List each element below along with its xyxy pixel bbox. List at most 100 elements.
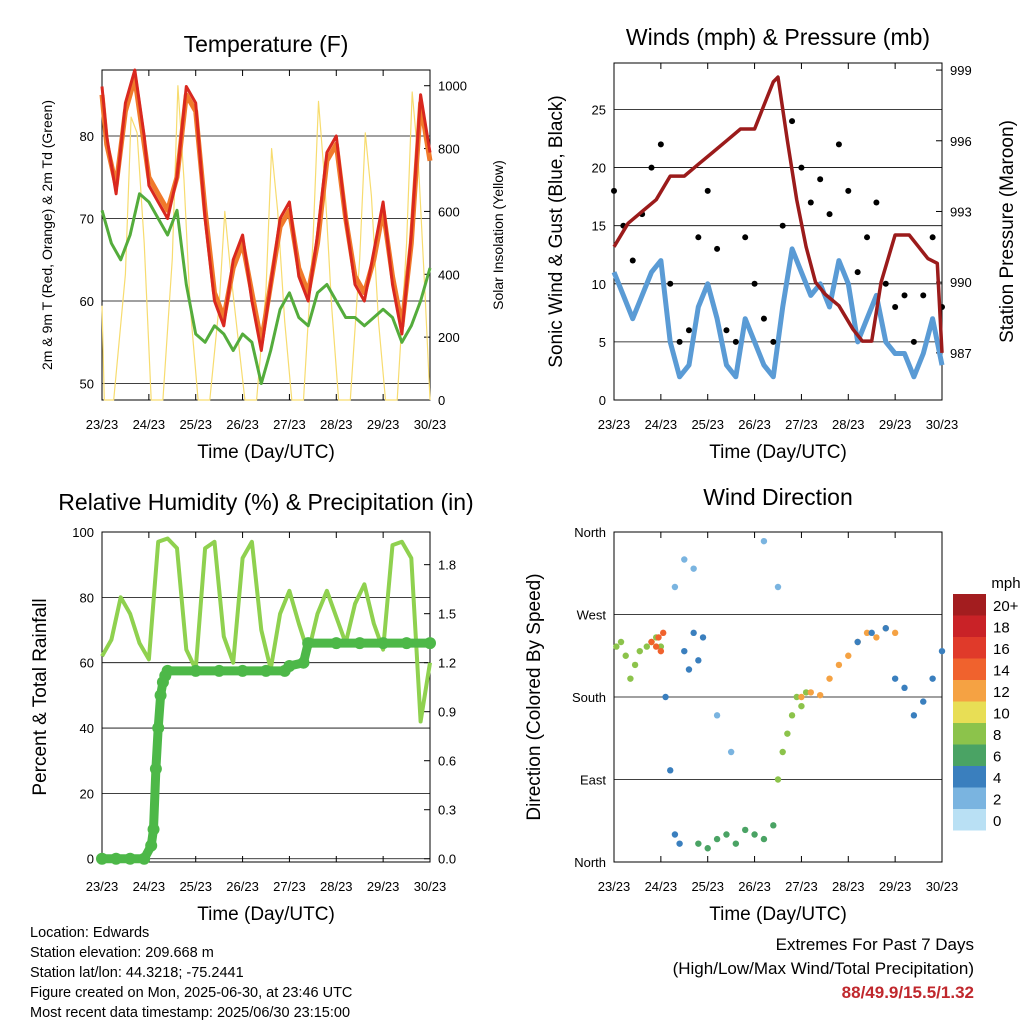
gust-point: [892, 304, 899, 311]
direction-point: [798, 693, 805, 701]
legend-label: 6: [993, 749, 1001, 766]
precipitation-point: [110, 852, 123, 865]
gust-point: [667, 280, 674, 287]
gust-point: [723, 327, 730, 334]
direction-point: [676, 840, 683, 847]
y-tick-label: 80: [80, 129, 94, 144]
location-text: Location: Edwards: [30, 925, 150, 941]
legend-label: 0: [993, 813, 1001, 830]
gust-point: [854, 269, 861, 276]
y2-tick-label: 0.9: [438, 705, 456, 720]
gust-point: [695, 234, 702, 241]
x-tick-label: 30/23: [414, 879, 447, 894]
precipitation-point: [152, 722, 165, 735]
x-tick-label: 23/23: [86, 879, 119, 894]
y-tick-label: 20: [592, 161, 606, 176]
chart-title: Temperature (F): [184, 31, 349, 57]
y-tick-label: 40: [80, 721, 94, 736]
gust-point: [657, 141, 664, 148]
y-tick-label: South: [572, 690, 606, 705]
gust-point: [742, 234, 749, 241]
gust-point: [901, 292, 908, 299]
x-tick-label: 29/23: [879, 879, 912, 894]
direction-point: [671, 583, 679, 591]
gust-point: [845, 187, 852, 194]
y-tick-label: West: [577, 608, 607, 623]
direction-point: [671, 831, 679, 838]
direction-point: [891, 675, 899, 682]
temp-2m-line: [100, 68, 432, 352]
x-tick-label: 25/23: [691, 417, 724, 432]
precipitation-point: [377, 637, 390, 650]
precipitation-point: [400, 637, 413, 650]
x-tick-label: 26/23: [226, 417, 259, 432]
precipitation-point: [189, 664, 202, 677]
dewpoint-line: [100, 192, 432, 385]
legend-label: 12: [993, 684, 1010, 701]
precipitation-point: [353, 637, 366, 650]
station-info: Location: Edwards Station elevation: 209…: [30, 923, 352, 1023]
precipitation-point: [330, 637, 343, 650]
y-tick-label: 20: [80, 786, 94, 801]
direction-point: [788, 712, 796, 719]
y-tick-label: 70: [80, 212, 94, 227]
gust-point: [920, 292, 927, 299]
legend-swatch: [953, 766, 986, 788]
y2-tick-label: 1000: [438, 79, 467, 94]
y-tick-label: North: [574, 855, 606, 870]
precipitation-point: [96, 852, 108, 865]
precipitation-point: [260, 664, 272, 677]
x-tick-label: 27/23: [785, 417, 818, 432]
y-tick-label: 10: [592, 277, 606, 292]
direction-point: [652, 643, 660, 650]
direction-point: [627, 675, 634, 682]
direction-point: [742, 826, 749, 834]
precipitation-point: [147, 823, 160, 836]
direction-point: [793, 693, 800, 701]
extremes-title: Extremes For Past 7 Days: [775, 935, 974, 954]
y-tick-label: 60: [80, 294, 94, 309]
direction-point: [727, 748, 735, 756]
direction-point: [910, 712, 918, 719]
direction-point: [929, 675, 936, 682]
direction-point: [826, 675, 833, 682]
direction-point: [690, 629, 697, 637]
direction-point: [685, 666, 693, 673]
legend-swatch: [953, 723, 986, 745]
gust-point: [685, 327, 692, 334]
gust-point: [714, 245, 721, 252]
direction-point: [660, 629, 667, 637]
latlon-text: Station lat/lon: 44.3218; -75.2441: [30, 965, 244, 981]
direction-point: [648, 638, 655, 646]
y2-axis-label: Station Pressure (Maroon): [997, 120, 1018, 343]
gust-point: [817, 176, 824, 183]
direction-point: [695, 657, 702, 664]
direction-point: [784, 730, 791, 737]
direction-point: [681, 647, 688, 655]
y2-tick-label: 0: [438, 393, 445, 408]
precipitation-point: [236, 664, 249, 677]
y-tick-label: East: [580, 773, 606, 788]
x-tick-label: 29/23: [367, 417, 400, 432]
x-tick-label: 23/23: [86, 417, 119, 432]
direction-point: [807, 689, 814, 696]
direction-point: [854, 638, 861, 646]
direction-point: [695, 840, 702, 847]
x-tick-label: 30/23: [926, 417, 959, 432]
y-tick-label: 50: [80, 377, 94, 392]
direction-point: [845, 652, 852, 659]
precipitation-point: [145, 839, 158, 852]
y-tick-label: 80: [80, 590, 94, 605]
legend-label: 4: [993, 770, 1001, 787]
direction-point: [636, 647, 643, 655]
x-axis-label: Time (Day/UTC): [197, 904, 335, 925]
direction-point: [723, 831, 730, 838]
y2-tick-label: 0.3: [438, 803, 456, 818]
direction-point: [774, 776, 782, 783]
direction-point: [760, 537, 768, 545]
gust-point: [611, 187, 617, 194]
direction-point: [938, 647, 946, 655]
y2-tick-label: 993: [950, 204, 972, 219]
chart-title: Winds (mph) & Pressure (mb): [626, 24, 930, 50]
